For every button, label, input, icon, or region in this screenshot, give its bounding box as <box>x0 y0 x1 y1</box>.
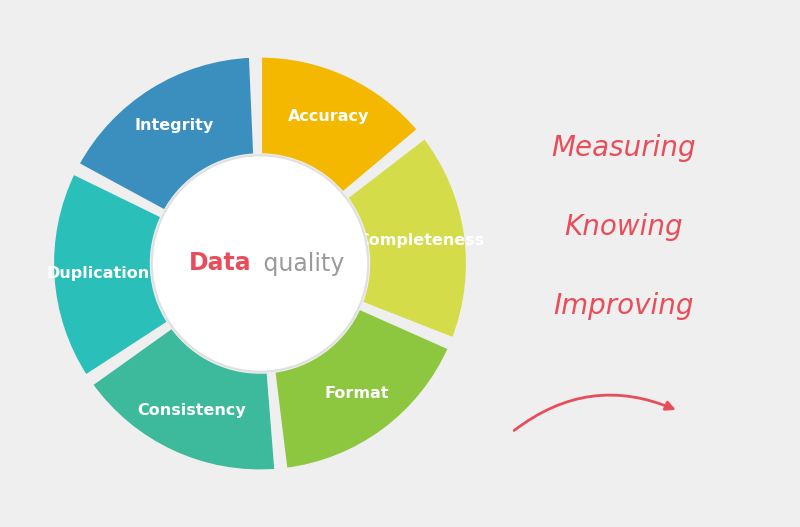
Circle shape <box>152 155 368 372</box>
Text: quality: quality <box>256 251 344 276</box>
Wedge shape <box>274 307 450 470</box>
Text: Format: Format <box>324 386 389 402</box>
Text: Measuring: Measuring <box>552 133 696 162</box>
Wedge shape <box>260 55 419 194</box>
Text: Data: Data <box>189 251 252 276</box>
Text: Consistency: Consistency <box>137 403 246 418</box>
Text: Knowing: Knowing <box>565 212 683 241</box>
Wedge shape <box>77 56 255 212</box>
Wedge shape <box>346 136 468 339</box>
Text: Completeness: Completeness <box>357 233 484 248</box>
Text: Integrity: Integrity <box>134 119 214 133</box>
Wedge shape <box>90 326 277 472</box>
Text: Accuracy: Accuracy <box>288 109 369 124</box>
Text: Improving: Improving <box>554 291 694 320</box>
Wedge shape <box>52 172 170 377</box>
Text: Duplication: Duplication <box>46 266 150 281</box>
